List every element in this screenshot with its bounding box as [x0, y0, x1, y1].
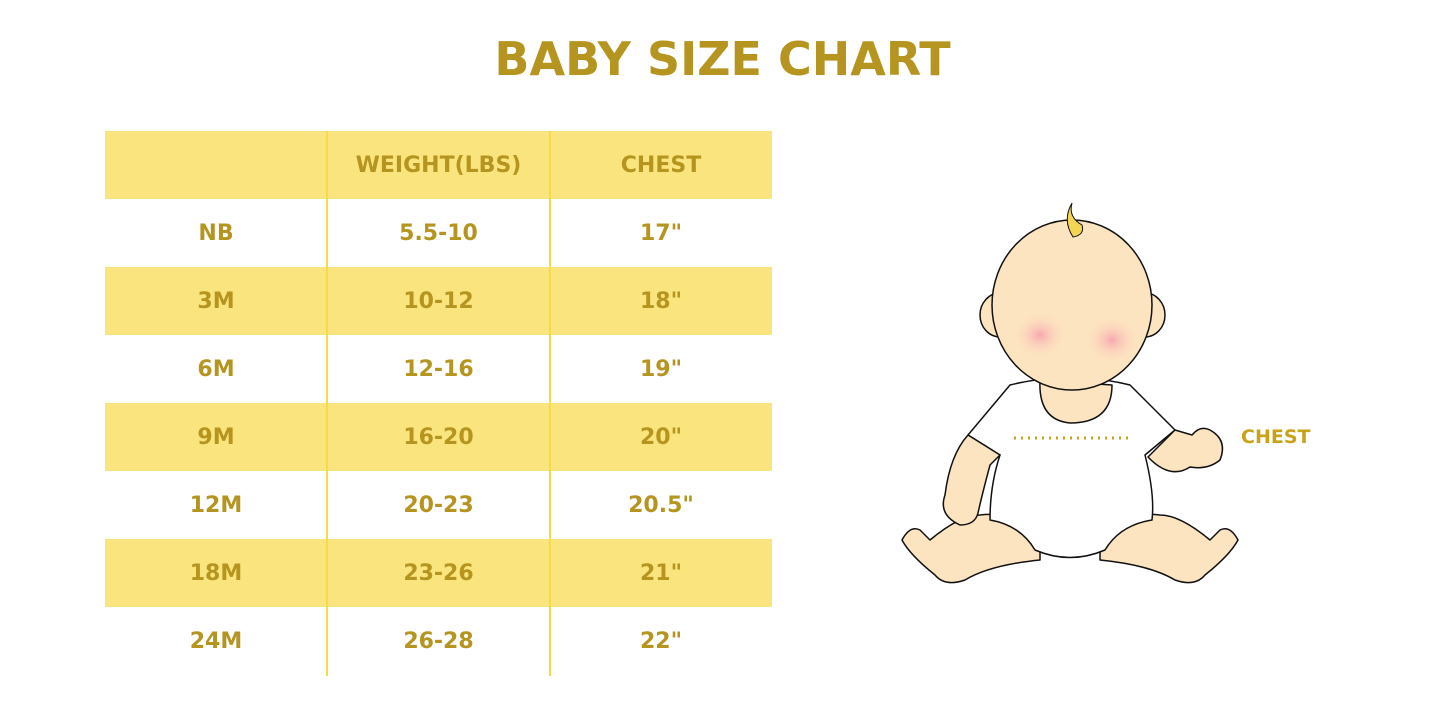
weight-cell: 23-26 [403, 560, 474, 586]
baby-illustration [901, 202, 1239, 584]
size-cell: 18M [189, 560, 243, 586]
weight-cell: 10-12 [403, 288, 474, 314]
size-cell: 24M [189, 628, 243, 654]
size-cell: 6M [197, 356, 235, 382]
table-header: WEIGHT(LBS) CHEST [105, 131, 772, 199]
chest-cell: 22" [639, 628, 683, 654]
weight-cell: 20-23 [403, 492, 474, 518]
header-cell [105, 131, 327, 199]
table-row: 24M 26-28 22" [105, 607, 772, 675]
table-row: 6M 12-16 19" [105, 335, 772, 403]
chest-cell: 18" [639, 288, 683, 314]
column-divider [326, 131, 328, 676]
size-cell: 12M [189, 492, 243, 518]
weight-cell: 16-20 [403, 424, 474, 450]
size-cell: 9M [197, 424, 235, 450]
chest-label: CHEST [1241, 426, 1311, 448]
chest-cell: 17" [639, 220, 683, 246]
weight-cell: 12-16 [403, 356, 474, 382]
weight-cell: 26-28 [403, 628, 474, 654]
table-row: 12M 20-23 20.5" [105, 471, 772, 539]
page-title: BABY SIZE CHART [494, 32, 951, 86]
size-cell: 3M [197, 288, 235, 314]
table-row: 3M 10-12 18" [105, 267, 772, 335]
table-row: NB 5.5-10 17" [105, 199, 772, 267]
size-cell: NB [198, 220, 234, 246]
column-divider [549, 131, 551, 676]
table-row: 18M 23-26 21" [105, 539, 772, 607]
header-cell-chest: CHEST [620, 152, 702, 178]
chest-cell: 19" [639, 356, 683, 382]
chest-cell: 20.5" [628, 492, 694, 518]
cheek [1012, 311, 1068, 359]
weight-cell: 5.5-10 [399, 220, 478, 246]
chest-cell: 21" [639, 560, 683, 586]
size-table: WEIGHT(LBS) CHEST NB 5.5-10 17" 3M 10-12… [105, 131, 772, 675]
table-row: 9M 16-20 20" [105, 403, 772, 471]
header-cell-weight: WEIGHT(LBS) [355, 152, 522, 178]
cheek [1084, 316, 1140, 364]
chest-cell: 20" [639, 424, 683, 450]
